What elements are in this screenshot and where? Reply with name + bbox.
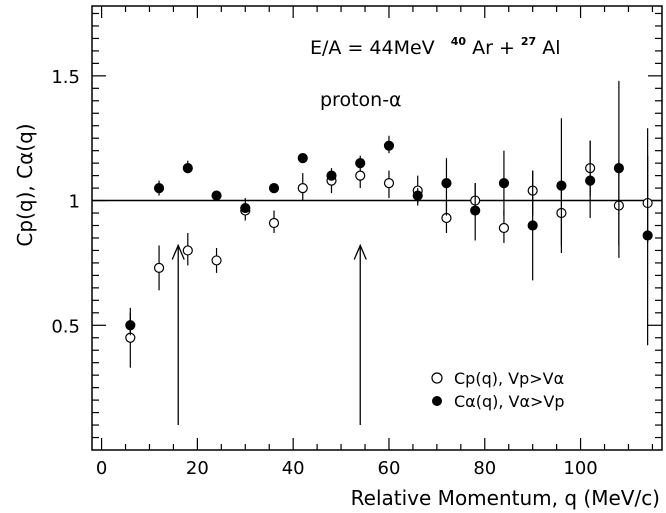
- calpha-point: [642, 230, 653, 241]
- calpha-point: [613, 163, 624, 174]
- y-tick-label: 1: [69, 192, 80, 213]
- al-mass: 27: [521, 35, 536, 48]
- calpha-point: [182, 163, 193, 174]
- cp-point: [355, 170, 366, 181]
- arrow-head: [171, 243, 185, 260]
- data-points: [125, 80, 653, 368]
- arrow-head: [353, 243, 367, 260]
- plot-frame: [91, 5, 663, 451]
- ar-symbol: Ar: [472, 37, 493, 59]
- cp-point: [383, 178, 395, 189]
- x-tick-label: 80: [473, 458, 496, 479]
- y-tick-label: 1.5: [51, 67, 80, 88]
- cp-point: [268, 217, 280, 229]
- reaction-annotation: E/A = 44MeV 40 Ar + 27 Al: [310, 28, 561, 59]
- x-tick-label: 60: [378, 458, 401, 479]
- calpha-point: [355, 158, 366, 169]
- legend-open-marker: [431, 372, 443, 384]
- y-axis-label: Cp(q), Cα(q): [13, 123, 37, 246]
- axis-ticks: 0 20 40 60 80 100 0.5 1 1.5: [51, 6, 662, 479]
- legend-label-cp: Cp(q), Vp>Vα: [454, 369, 564, 388]
- calpha-point: [240, 202, 251, 214]
- calpha-point: [383, 140, 395, 151]
- calpha-point: [556, 180, 567, 191]
- y-tick-label: 0.5: [51, 316, 80, 337]
- x-tick-label: 20: [186, 458, 209, 479]
- x-tick-label: 100: [563, 458, 597, 479]
- system-annotation: proton-α: [320, 89, 402, 111]
- cp-point: [182, 245, 193, 256]
- legend-label-calpha: Cα(q), Vα>Vp: [454, 392, 565, 411]
- ar-mass: 40: [451, 35, 467, 48]
- calpha-point: [470, 205, 481, 216]
- x-axis-label: Relative Momentum, q (MeV/c): [351, 486, 660, 510]
- calpha-point: [153, 182, 165, 194]
- calpha-point: [211, 190, 222, 201]
- calpha-point: [585, 175, 596, 186]
- calpha-point: [268, 182, 280, 194]
- calpha-point: [498, 178, 510, 189]
- x-tick-label: 40: [282, 458, 305, 479]
- calpha-point: [527, 220, 538, 231]
- reaction-prefix: E/A = 44MeV: [310, 37, 435, 59]
- cp-point: [211, 255, 222, 266]
- cp-point: [498, 222, 510, 234]
- calpha-point: [297, 153, 308, 164]
- calpha-point: [412, 190, 423, 201]
- al-symbol: Al: [542, 37, 560, 59]
- calpha-point: [326, 170, 337, 181]
- legend: Cp(q), Vp>Vα Cα(q), Vα>Vp: [431, 369, 565, 411]
- cp-point: [297, 182, 308, 194]
- arrows: [171, 243, 367, 426]
- legend-filled-marker: [432, 396, 442, 406]
- plus-sign: +: [499, 37, 515, 59]
- x-tick-label: 0: [96, 458, 107, 479]
- calpha-point: [125, 320, 136, 331]
- calpha-point: [441, 178, 452, 189]
- cp-point: [153, 262, 165, 274]
